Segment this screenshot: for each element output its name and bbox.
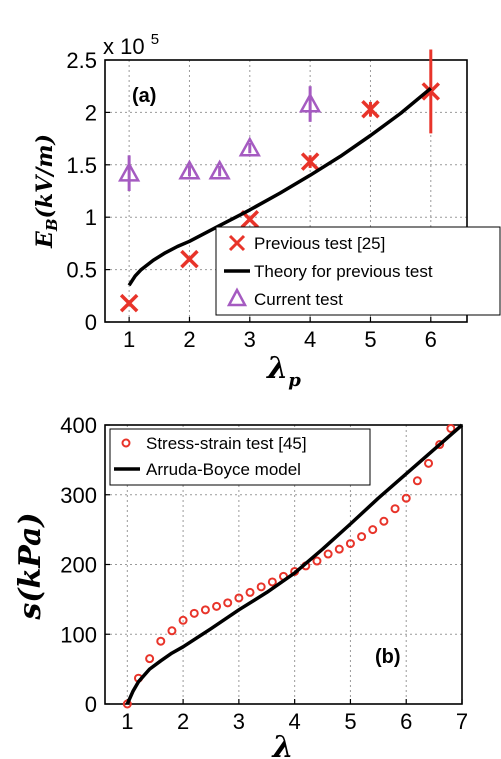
chart-a-ytick-label-0: 0 <box>85 310 97 335</box>
chart-a-xtick-label-3: 4 <box>304 327 316 352</box>
chart-a-ylabel: EB(kV/m) <box>32 134 61 249</box>
chart-b-xtick-label-0: 1 <box>121 709 133 734</box>
chart-a-frame <box>104 59 468 323</box>
chart-a-ytick-label-4: 2 <box>85 100 97 125</box>
chart-a-xtick-label-0: 1 <box>123 327 135 352</box>
legend-marker-triangle <box>226 287 248 307</box>
chart-a-tick-labels: 1 2 3 4 5 6 0 0.5 1 1.5 2 2.5 <box>66 48 437 352</box>
chart-b-ytick-label-2: 200 <box>60 553 97 578</box>
chart-a-ytick-label-3: 1.5 <box>66 153 97 178</box>
chart-b-frame <box>104 424 463 705</box>
chart-a-x-marker-3 <box>300 152 320 171</box>
chart-a: 1 2 3 4 5 6 0 0.5 1 1.5 2 2.5 x 10 5 (a) EB(kV/m) λ… <box>32 31 501 391</box>
chart-b-xtick-label-6: 7 <box>456 709 468 734</box>
chart-a-marks <box>118 49 441 313</box>
chart-b-data-point-12 <box>256 582 266 592</box>
legend-marker-x <box>228 234 246 252</box>
chart-b-legend-box <box>109 428 371 486</box>
chart-b-data-point-11 <box>245 587 255 597</box>
chart-b-xtick-label-3: 4 <box>289 709 301 734</box>
chart-b-data-point-20 <box>345 539 355 549</box>
chart-b-data-point-7 <box>200 605 210 615</box>
chart-a-x-marker-stroke-b-2 <box>240 210 260 229</box>
chart-b-data-point-10 <box>234 593 244 603</box>
chart-a-panel-label: (a) <box>132 85 156 107</box>
chart-b-data-point-8 <box>212 601 222 611</box>
chart-a-triangle-marker-0 <box>118 161 141 182</box>
chart-a-ytick-label-5: 2.5 <box>66 48 97 73</box>
chart-b-legend: Stress-strain test [45] Arruda-Boyce mod… <box>109 428 371 486</box>
chart-b-data-point-2 <box>145 654 155 664</box>
legend-marker-circle <box>121 438 131 448</box>
chart-a-multiplier: x 10 5 <box>103 31 159 59</box>
chart-a-x-marker-stroke-b-3 <box>300 152 320 171</box>
chart-b-data-point-22 <box>368 525 378 535</box>
chart-b-panel-label: (b) <box>375 646 401 668</box>
chart-a-x-marker-0 <box>119 293 139 313</box>
chart-b-ytick-label-4: 400 <box>60 413 97 438</box>
chart-b-data-point-4 <box>167 626 177 636</box>
chart-a-x-marker-1 <box>180 249 199 269</box>
chart-b-data-point-13 <box>267 577 277 587</box>
chart-a-xtick-label-1: 2 <box>183 327 195 352</box>
chart-a-triangle-marker-3 <box>238 136 261 157</box>
legend-label-previous-test: Previous test [25] <box>254 234 385 253</box>
chart-b-tick-labels: 1 2 3 4 5 6 7 0 100 200 300 400 <box>60 413 468 734</box>
chart-b-data-point-27 <box>424 458 434 468</box>
chart-a-ytick-label-2: 1 <box>85 205 97 230</box>
chart-b-data-point-5 <box>178 615 188 625</box>
chart-b-data-point-28 <box>435 440 445 450</box>
chart-b-xtick-label-2: 3 <box>233 709 245 734</box>
chart-a-series-1 <box>127 86 432 287</box>
chart-b-data-point-21 <box>357 532 367 542</box>
chart-a-x-marker-5 <box>421 82 441 101</box>
chart-b-marks <box>122 423 464 709</box>
chart-b-data-point-3 <box>156 636 166 646</box>
legend-label-stress-strain: Stress-strain test [45] <box>146 434 307 453</box>
chart-a-x-marker-stroke-b-4 <box>361 100 380 119</box>
chart-a-x-marker-stroke-b-1 <box>180 249 199 269</box>
chart-b-ytick-label-0: 0 <box>85 692 97 717</box>
chart-a-triangle-marker-2 <box>208 159 231 180</box>
chart-b-data-point-18 <box>323 549 333 559</box>
chart-b-xtick-label-1: 2 <box>177 709 189 734</box>
chart-b-ytick-label-1: 100 <box>60 622 97 647</box>
chart-b-data-point-6 <box>189 608 199 618</box>
legend-label-arruda-boyce: Arruda-Boyce model <box>146 460 301 479</box>
chart-b: 1 2 3 4 5 6 7 0 100 200 300 400 (b) s(kPa) λ Stress… <box>13 413 468 759</box>
chart-b-series-1 <box>125 423 464 705</box>
chart-a-legend: Previous test [25] Theory for previous t… <box>215 226 501 316</box>
chart-a-triangle-marker-4 <box>299 92 322 113</box>
chart-b-data-point-26 <box>412 476 422 486</box>
chart-b-series-line-1 <box>125 423 464 705</box>
chart-b-data-point-24 <box>390 504 400 514</box>
chart-b-data-point-9 <box>223 598 233 608</box>
chart-b-xlabel: λ <box>270 730 293 759</box>
chart-b-xtick-label-4: 5 <box>344 709 356 734</box>
chart-a-x-marker-stroke-b-0 <box>119 293 139 313</box>
chart-b-ylabel: s(kPa) <box>13 512 48 620</box>
chart-a-xlabel: λp <box>265 351 301 391</box>
legend-label-current-test: Current test <box>254 290 343 309</box>
chart-a-series-2 <box>118 86 322 191</box>
chart-b-data-point-29 <box>446 423 456 433</box>
chart-a-xtick-label-2: 3 <box>244 327 256 352</box>
chart-b-xtick-label-5: 6 <box>400 709 412 734</box>
chart-b-data-point-25 <box>401 493 411 503</box>
chart-b-data-point-19 <box>334 544 344 554</box>
chart-a-series-line-1 <box>127 86 432 287</box>
chart-a-legend-box <box>215 226 501 316</box>
chart-b-data-point-17 <box>312 556 322 566</box>
chart-a-ytick-label-1: 0.5 <box>66 258 97 283</box>
chart-a-triangle-marker-1 <box>178 159 201 180</box>
chart-b-data-point-23 <box>379 516 389 526</box>
legend-label-theory: Theory for previous test <box>254 262 433 281</box>
chart-a-x-marker-stroke-b-5 <box>421 82 441 101</box>
chart-a-xtick-label-4: 5 <box>364 327 376 352</box>
chart-a-xtick-label-5: 6 <box>425 327 437 352</box>
chart-a-x-marker-4 <box>361 100 380 119</box>
chart-b-ytick-label-3: 300 <box>60 483 97 508</box>
